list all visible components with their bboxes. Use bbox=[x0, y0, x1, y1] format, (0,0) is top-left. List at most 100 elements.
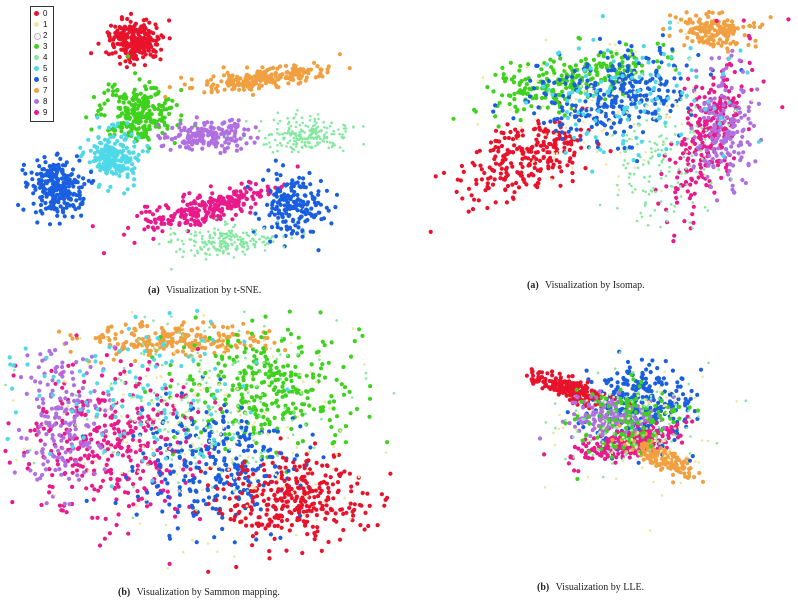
scatter-point-class-6 bbox=[62, 214, 67, 219]
tsne-caption-label: (a) bbox=[148, 285, 160, 296]
scatter-point-class-7 bbox=[163, 334, 168, 339]
scatter-point-class-4 bbox=[317, 117, 320, 121]
scatter-point-class-5 bbox=[123, 137, 128, 142]
scatter-point-class-9 bbox=[112, 431, 117, 436]
scatter-point-class-4 bbox=[703, 205, 707, 209]
scatter-point-class-1 bbox=[584, 89, 587, 93]
scatter-point-class-7 bbox=[111, 357, 116, 362]
scatter-point-class-0 bbox=[557, 160, 562, 165]
scatter-point-class-7 bbox=[267, 79, 272, 84]
scatter-point-class-7 bbox=[225, 348, 231, 353]
scatter-point-class-4 bbox=[300, 140, 304, 144]
scatter-point-class-8 bbox=[748, 121, 753, 126]
scatter-point-class-3 bbox=[557, 110, 562, 115]
scatter-point-class-7 bbox=[704, 20, 709, 25]
scatter-point-class-1 bbox=[595, 150, 599, 153]
scatter-point-class-1 bbox=[703, 174, 707, 177]
scatter-point-class-3 bbox=[170, 452, 176, 457]
scatter-point-class-6 bbox=[324, 205, 329, 210]
scatter-point-class-9 bbox=[674, 200, 680, 205]
legend-dot bbox=[34, 88, 39, 93]
scatter-point-class-9 bbox=[122, 369, 127, 374]
scatter-point-class-0 bbox=[536, 181, 541, 186]
scatter-point-class-9 bbox=[118, 359, 123, 364]
scatter-point-class-4 bbox=[674, 133, 677, 136]
scatter-point-class-3 bbox=[619, 55, 624, 60]
scatter-point-class-0 bbox=[107, 35, 112, 40]
scatter-point-class-9 bbox=[90, 515, 95, 520]
scatter-point-class-5 bbox=[107, 155, 112, 160]
scatter-point-class-3 bbox=[561, 77, 566, 82]
scatter-point-class-5 bbox=[570, 90, 575, 95]
scatter-point-class-6 bbox=[609, 125, 614, 130]
scatter-point-class-9 bbox=[84, 486, 89, 491]
scatter-point-class-8 bbox=[87, 445, 92, 450]
scatter-point-class-9 bbox=[200, 217, 205, 222]
scatter-point-class-1 bbox=[574, 97, 578, 101]
scatter-point-class-1 bbox=[633, 123, 636, 126]
scatter-point-class-5 bbox=[91, 159, 96, 164]
scatter-point-class-4 bbox=[623, 159, 626, 162]
scatter-point-class-6 bbox=[627, 89, 632, 94]
scatter-point-class-5 bbox=[684, 93, 689, 98]
scatter-point-class-4 bbox=[208, 236, 212, 240]
scatter-point-class-4 bbox=[685, 183, 688, 186]
scatter-point-class-1 bbox=[673, 66, 676, 70]
scatter-point-class-7 bbox=[709, 19, 714, 24]
scatter-point-class-0 bbox=[474, 181, 479, 186]
scatter-point-class-0 bbox=[130, 41, 135, 46]
scatter-point-class-5 bbox=[598, 147, 603, 152]
scatter-point-class-6 bbox=[297, 175, 302, 180]
scatter-point-class-1 bbox=[690, 143, 694, 146]
scatter-point-class-6 bbox=[296, 220, 301, 225]
scatter-point-class-9 bbox=[146, 218, 151, 223]
scatter-point-class-3 bbox=[289, 426, 294, 432]
scatter-point-class-6 bbox=[276, 186, 281, 191]
scatter-point-class-1 bbox=[534, 117, 538, 121]
scatter-point-class-6 bbox=[573, 103, 578, 108]
scatter-point-class-7 bbox=[241, 321, 246, 326]
scatter-point-class-3 bbox=[343, 424, 348, 429]
scatter-point-class-9 bbox=[159, 221, 164, 226]
scatter-point-class-6 bbox=[573, 115, 578, 120]
scatter-point-class-5 bbox=[573, 122, 578, 127]
scatter-point-class-9 bbox=[60, 401, 65, 406]
scatter-point-class-8 bbox=[719, 93, 724, 98]
scatter-point-class-8 bbox=[194, 115, 199, 120]
scatter-point-class-0 bbox=[510, 164, 515, 169]
scatter-point-class-3 bbox=[537, 73, 542, 78]
scatter-point-class-7 bbox=[697, 17, 702, 22]
scatter-point-class-4 bbox=[636, 166, 640, 170]
scatter-point-class-5 bbox=[577, 98, 582, 103]
scatter-point-class-3 bbox=[367, 396, 373, 401]
scatter-point-class-6 bbox=[270, 202, 275, 208]
scatter-point-class-4 bbox=[641, 163, 645, 166]
scatter-point-class-0 bbox=[472, 163, 477, 168]
scatter-point-class-5 bbox=[669, 54, 674, 59]
scatter-point-class-4 bbox=[206, 248, 210, 251]
scatter-point-class-0 bbox=[520, 164, 525, 170]
scatter-point-class-3 bbox=[147, 113, 152, 118]
scatter-point-class-6 bbox=[527, 94, 533, 99]
scatter-point-class-3 bbox=[167, 371, 172, 376]
scatter-point-class-3 bbox=[491, 89, 496, 94]
scatter-point-class-9 bbox=[168, 218, 173, 223]
scatter-point-class-3 bbox=[293, 372, 298, 377]
scatter-point-class-3 bbox=[242, 371, 248, 376]
scatter-point-class-0 bbox=[154, 25, 159, 31]
scatter-point-class-5 bbox=[599, 79, 604, 84]
scatter-point-class-9 bbox=[126, 531, 131, 536]
scatter-point-class-0 bbox=[96, 41, 101, 46]
scatter-point-class-8 bbox=[102, 467, 107, 472]
scatter-point-class-3 bbox=[500, 65, 505, 70]
scatter-point-class-3 bbox=[236, 338, 241, 343]
scatter-point-class-6 bbox=[318, 178, 323, 184]
scatter-point-class-8 bbox=[177, 125, 182, 130]
scatter-point-class-6 bbox=[280, 163, 286, 168]
scatter-point-class-4 bbox=[314, 144, 317, 148]
scatter-point-class-5 bbox=[666, 62, 671, 67]
scatter-point-class-6 bbox=[678, 76, 683, 81]
scatter-point-class-9 bbox=[116, 419, 121, 424]
scatter-point-class-5 bbox=[680, 90, 685, 95]
scatter-point-class-9 bbox=[74, 333, 79, 338]
